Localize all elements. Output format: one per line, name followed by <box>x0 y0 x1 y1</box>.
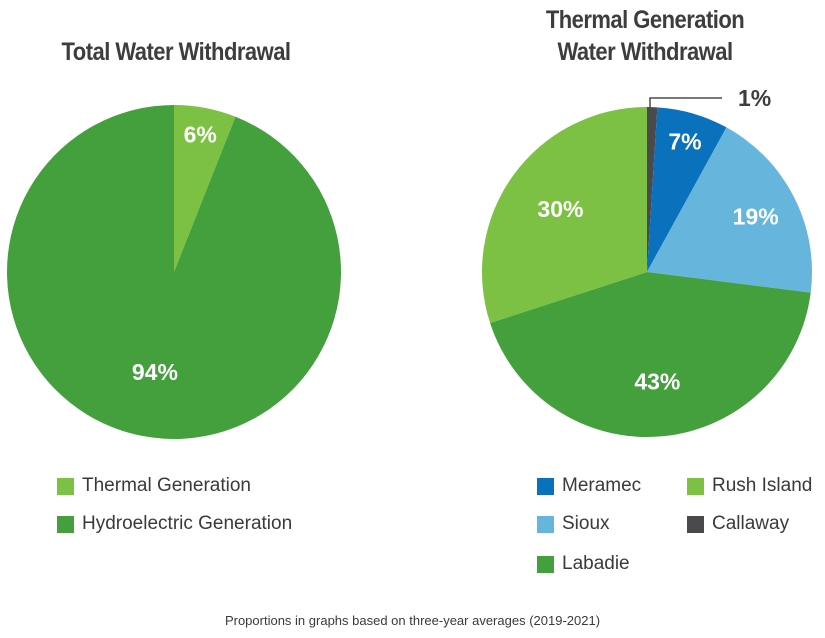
legend-label: Labadie <box>562 553 630 574</box>
data-label: 19% <box>733 204 779 230</box>
legend-label: Rush Island <box>712 475 813 496</box>
legend-label: Thermal Generation <box>82 475 251 496</box>
slice-rush-island <box>481 107 647 323</box>
right-chart-title: Thermal Generation Water Withdrawal <box>504 4 786 68</box>
legend-swatch <box>687 515 704 533</box>
right-title-line-1: Thermal Generation <box>545 6 745 34</box>
slice-thermal-generation <box>174 105 236 272</box>
footnote: Proportions in graphs based on three-yea… <box>224 613 601 628</box>
data-label: 43% <box>634 369 680 395</box>
slice-sioux <box>647 127 812 293</box>
data-label: 6% <box>184 121 217 147</box>
legend-swatch <box>537 555 554 573</box>
legend-callaway: Callaway <box>687 513 789 535</box>
data-label: 30% <box>537 196 583 222</box>
callaway-data-label: 1% <box>738 85 771 111</box>
legend-swatch <box>537 477 554 495</box>
legend-meramec: Meramec <box>537 475 641 497</box>
data-label: 94% <box>132 359 178 385</box>
slice-hydroelectric-generation <box>7 105 342 439</box>
legend-swatch <box>57 515 74 533</box>
callaway-leader-line <box>649 97 722 108</box>
slice-meramec <box>647 107 727 272</box>
left-chart-title: Total Water Withdrawal <box>61 38 292 66</box>
legend-thermal-generation: Thermal Generation <box>57 475 251 497</box>
legend-swatch <box>537 515 554 533</box>
right-title-line-2: Water Withdrawal <box>557 38 733 66</box>
legend-label: Sioux <box>562 513 610 534</box>
slice-callaway <box>647 107 658 272</box>
legend-sioux: Sioux <box>537 513 610 535</box>
legend-swatch <box>687 477 704 495</box>
legend-hydroelectric-generation: Hydroelectric Generation <box>57 513 292 535</box>
slice-labadie <box>490 272 811 438</box>
legend-label: Meramec <box>562 475 642 496</box>
data-label: 7% <box>668 128 701 154</box>
legend-labadie: Labadie <box>537 553 630 575</box>
legend-label: Hydroelectric Generation <box>82 513 293 534</box>
legend-swatch <box>57 477 74 495</box>
legend-label: Callaway <box>712 513 790 534</box>
legend-rush-island: Rush Island <box>687 475 812 497</box>
